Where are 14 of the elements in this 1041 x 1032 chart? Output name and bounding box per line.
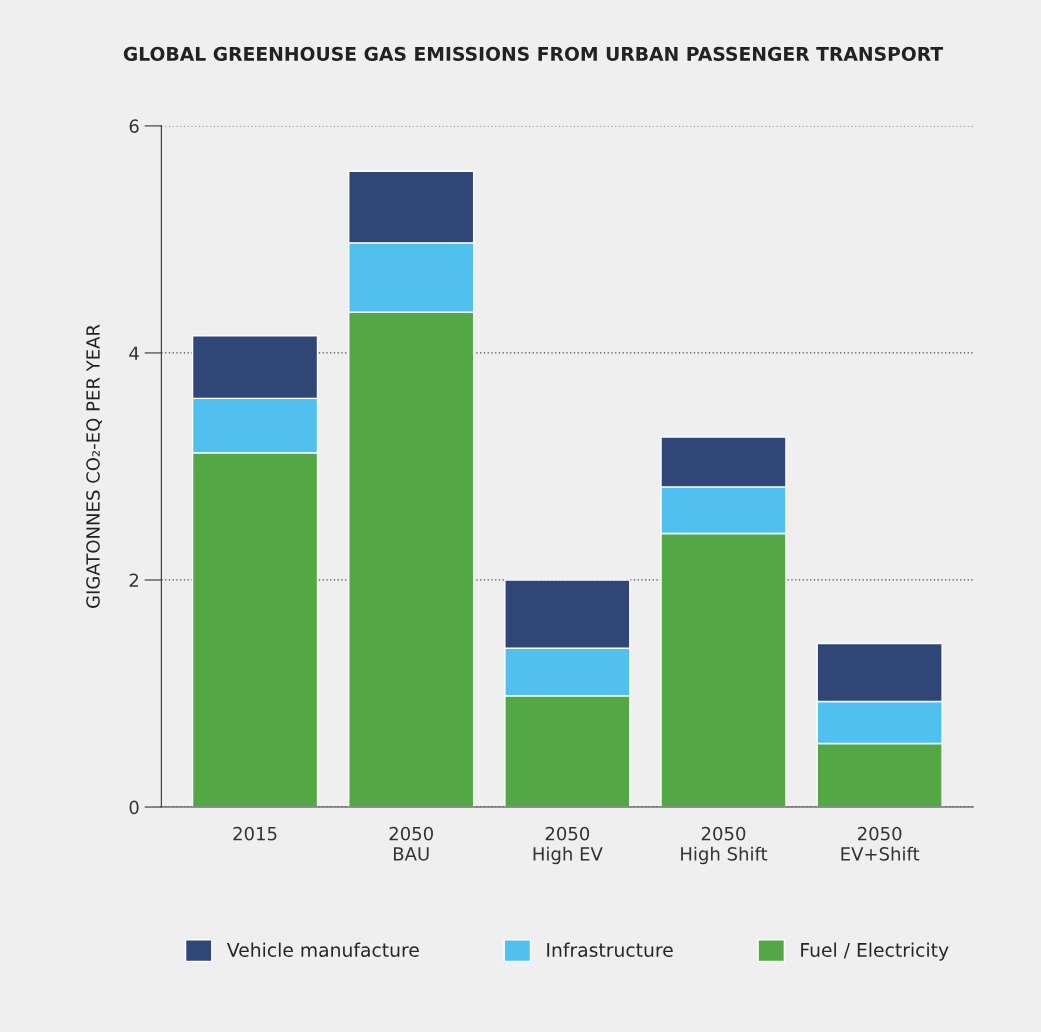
y-axis-title: GIGATONNES CO₂-EQ PER YEAR: [86, 324, 102, 608]
legend-label: Vehicle manufacture: [226, 942, 419, 958]
y-tick-label: 6: [129, 119, 139, 134]
y-tick-label: 2: [129, 573, 139, 587]
x-tick-label: 2050 EV+Shift: [841, 826, 920, 861]
legend-label: Infrastructure: [547, 942, 673, 958]
y-tick-label: 0: [129, 800, 139, 815]
legend-label: Fuel / Electricity: [801, 942, 949, 961]
x-tick-label: 2050 High EV: [533, 826, 603, 865]
x-tick-label: 2050 High Shift: [681, 826, 768, 865]
x-tick-label: 2015: [233, 826, 277, 841]
x-tick-label: 2050 BAU: [389, 826, 433, 861]
y-tick-label: 4: [129, 346, 139, 360]
chart-title: GLOBAL GREENHOUSE GAS EMISSIONS FROM URBAN PASSENGER TRANSPORT: [123, 46, 944, 61]
